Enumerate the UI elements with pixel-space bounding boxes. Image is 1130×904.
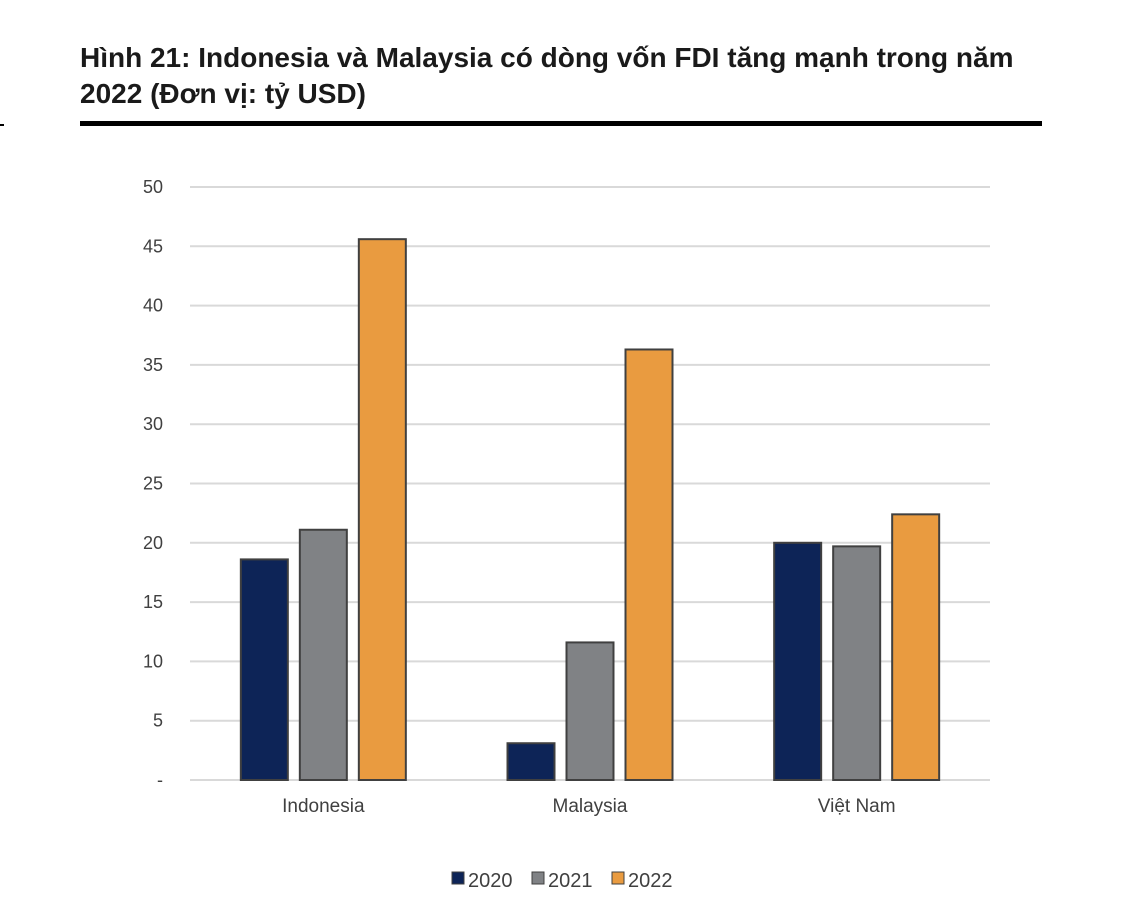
y-tick-label: 10	[143, 651, 163, 671]
y-tick-label: 30	[143, 414, 163, 434]
bar-2021-indonesia	[298, 528, 348, 782]
legend-label-2022: 2022	[628, 870, 673, 892]
bar-2021-việt-nam	[832, 545, 882, 781]
title-underline	[80, 121, 1042, 126]
y-tick-label: 35	[143, 355, 163, 375]
y-tick-label: -	[157, 770, 163, 790]
bar-2022-indonesia	[357, 238, 407, 781]
y-tick-label: 25	[143, 474, 163, 494]
bar-2022-việt-nam	[891, 513, 941, 781]
x-category-label: Malaysia	[553, 796, 628, 817]
y-tick-label: 45	[143, 236, 163, 256]
legend-label-2020: 2020	[468, 870, 513, 892]
x-category-label: Việt Nam	[818, 796, 896, 817]
bar-2021-malaysia	[565, 641, 615, 782]
y-tick-label: 50	[143, 177, 163, 197]
x-axis-labels: Indonesia Malaysia Việt Nam	[282, 796, 895, 817]
figure-title: Hình 21: Indonesia và Malaysia có dòng v…	[80, 42, 1014, 109]
y-tick-label: 40	[143, 296, 163, 316]
y-tick-label: 5	[153, 711, 163, 731]
legend-swatch-2022	[611, 871, 625, 885]
legend: 2020 2021 2022	[451, 870, 673, 892]
legend-label-2021: 2021	[548, 870, 593, 892]
bar-2020-việt-nam	[773, 541, 823, 781]
legend-swatch-2021	[531, 871, 545, 885]
edge-mark	[0, 124, 4, 126]
legend-swatch-2020	[451, 871, 465, 885]
bar-2020-indonesia	[239, 558, 289, 781]
bar-2020-malaysia	[506, 742, 556, 782]
y-axis-ticks: - 5 10 15 20 25 30 35 40 45 50	[143, 177, 163, 790]
y-tick-label: 15	[143, 592, 163, 612]
x-category-label: Indonesia	[282, 796, 365, 817]
bar-2022-malaysia	[624, 348, 674, 781]
y-tick-label: 20	[143, 533, 163, 553]
bars	[239, 238, 941, 782]
